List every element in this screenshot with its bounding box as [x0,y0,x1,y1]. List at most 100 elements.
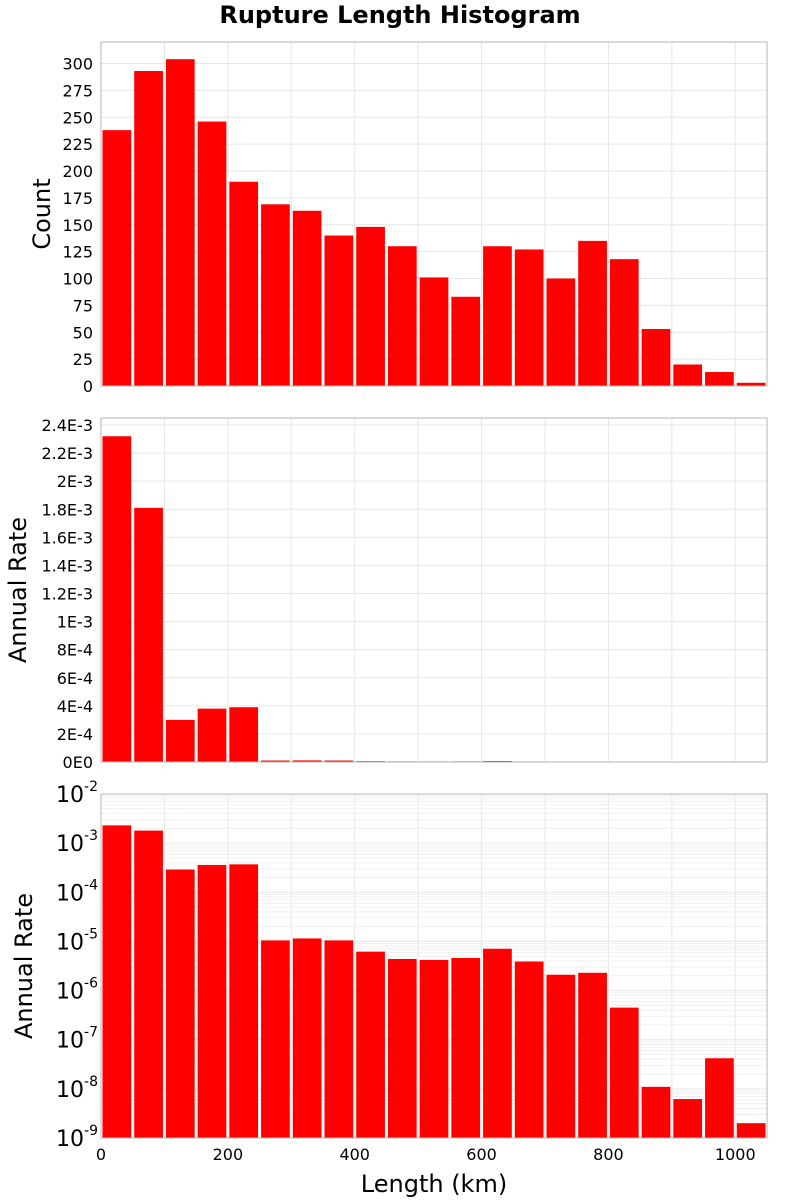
y-tick-label: 250 [62,108,93,127]
bar-rate-log-675 [514,961,544,1138]
bar-count-575 [451,296,481,386]
y-tick-exponent: -7 [84,1025,98,1041]
bar-rate-log-125 [165,869,195,1138]
y-tick-exponent: -4 [84,877,98,893]
y-tick-label: 75 [73,296,93,315]
y-tick-label: 6E-4 [57,669,93,688]
bar-count-975 [705,372,734,386]
y-tick-label: 10-5 [56,926,98,955]
y-tick-base: 10 [56,832,84,857]
y-tick-base: 10 [56,1029,84,1054]
y-tick-base: 10 [56,1127,84,1152]
bar-rate-log-575 [451,958,481,1138]
y-tick-label: 10-3 [56,828,98,857]
bar-rate-log-925 [673,1099,703,1138]
y-tick-exponent: -8 [84,1074,98,1090]
bar-rate-log-625 [483,948,512,1138]
bar-rate-log-825 [609,1007,639,1138]
y-tick-base: 10 [56,930,84,955]
bar-rate-log-25 [102,825,132,1138]
x-tick-label: 1000 [715,1145,756,1164]
x-tick-label: 800 [593,1145,624,1164]
y-tick-label: 0E0 [63,753,93,772]
y-tick-base: 10 [56,980,84,1005]
bar-rate-linear-375 [324,760,354,762]
bar-rate-linear-25 [102,436,132,762]
y-tick-base: 10 [56,881,84,906]
bar-rate-linear-225 [229,707,259,762]
bar-count-25 [102,130,132,386]
bar-count-825 [609,259,639,386]
y-tick-label: 10-6 [56,976,98,1005]
bar-count-675 [514,249,544,386]
bar-rate-linear-125 [165,719,195,762]
bar-rate-log-1025 [736,1123,766,1138]
y-axis-label-rate-log: Annual Rate [10,893,38,1039]
count-panel: 0 25 50 75 100 125 150 175 200 225 250 275 300 Count [28,41,768,396]
bar-count-325 [292,210,322,386]
y-tick-label: 100 [62,270,93,289]
bar-count-425 [356,226,385,386]
y-tick-label: 4E-4 [57,697,93,716]
bar-rate-log-75 [134,830,163,1138]
y-tick-label: 300 [62,55,93,74]
y-tick-label: 2E-3 [57,472,93,491]
y-tick-label: 10-9 [56,1123,98,1152]
bar-rate-linear-275 [261,760,290,762]
bar-rate-log-525 [419,959,449,1138]
y-tick-label: 2.2E-3 [41,444,93,463]
y-tick-label: 1.8E-3 [41,500,93,519]
bar-count-75 [134,71,163,387]
bar-rate-log-325 [292,938,322,1138]
bar-count-1025 [736,382,766,386]
y-tick-label: 1E-3 [57,613,93,632]
y-tick-label: 150 [62,216,93,235]
y-tick-label: 50 [73,323,93,342]
plot-area-rate-linear [101,418,767,762]
bar-count-525 [419,277,449,386]
y-tick-base: 10 [56,783,84,808]
bar-rate-linear-175 [197,708,227,762]
y-tick-label: 275 [62,81,93,100]
y-axis-label-rate-linear: Annual Rate [4,517,32,663]
bar-count-375 [324,235,354,386]
y-tick-exponent: -6 [84,976,98,992]
y-tick-label: 2.4E-3 [41,416,93,435]
y-tick-label: 0 [83,377,93,396]
bar-rate-linear-325 [292,760,322,762]
bar-count-275 [261,204,290,386]
bar-rate-log-225 [229,864,259,1138]
y-tick-label: 1.6E-3 [41,528,93,547]
bar-rate-log-775 [578,972,607,1138]
x-tick-label: 400 [339,1145,370,1164]
y-tick-label: 1.4E-3 [41,556,93,575]
bar-count-925 [673,364,703,386]
y-tick-label: 225 [62,135,93,154]
y-tick-exponent: -9 [84,1123,98,1139]
y-tick-label: 2E-4 [57,725,93,744]
bar-count-125 [165,59,195,386]
y-tick-label: 10-7 [56,1025,98,1054]
bar-count-625 [483,246,512,386]
chart-title: Rupture Length Histogram [219,1,580,29]
y-tick-label: 25 [73,350,93,369]
y-tick-label: 1.2E-3 [41,585,93,604]
bar-rate-log-875 [641,1086,671,1138]
bar-rate-log-725 [546,974,576,1138]
annual-rate-linear-panel: 0E0 2E-4 4E-4 6E-4 8E-4 1E-3 1.2E-3 1.4E-3 1.6E-… [4,416,768,772]
y-tick-label: 10-8 [56,1074,98,1103]
bar-count-725 [546,278,576,386]
bar-rate-log-175 [197,864,227,1138]
bar-count-875 [641,329,671,386]
y-axis-label-count: Count [28,178,56,249]
bar-rate-log-275 [261,940,290,1138]
plot-frame [100,417,768,763]
x-tick-label: 0 [96,1145,106,1164]
bar-count-475 [387,246,417,386]
y-tick-label: 10-4 [56,877,98,906]
x-tick-label: 600 [466,1145,497,1164]
x-axis-ticks: 0 200 400 600 800 1000 [96,1145,756,1164]
y-tick-label: 8E-4 [57,641,93,660]
bar-count-775 [578,240,607,386]
